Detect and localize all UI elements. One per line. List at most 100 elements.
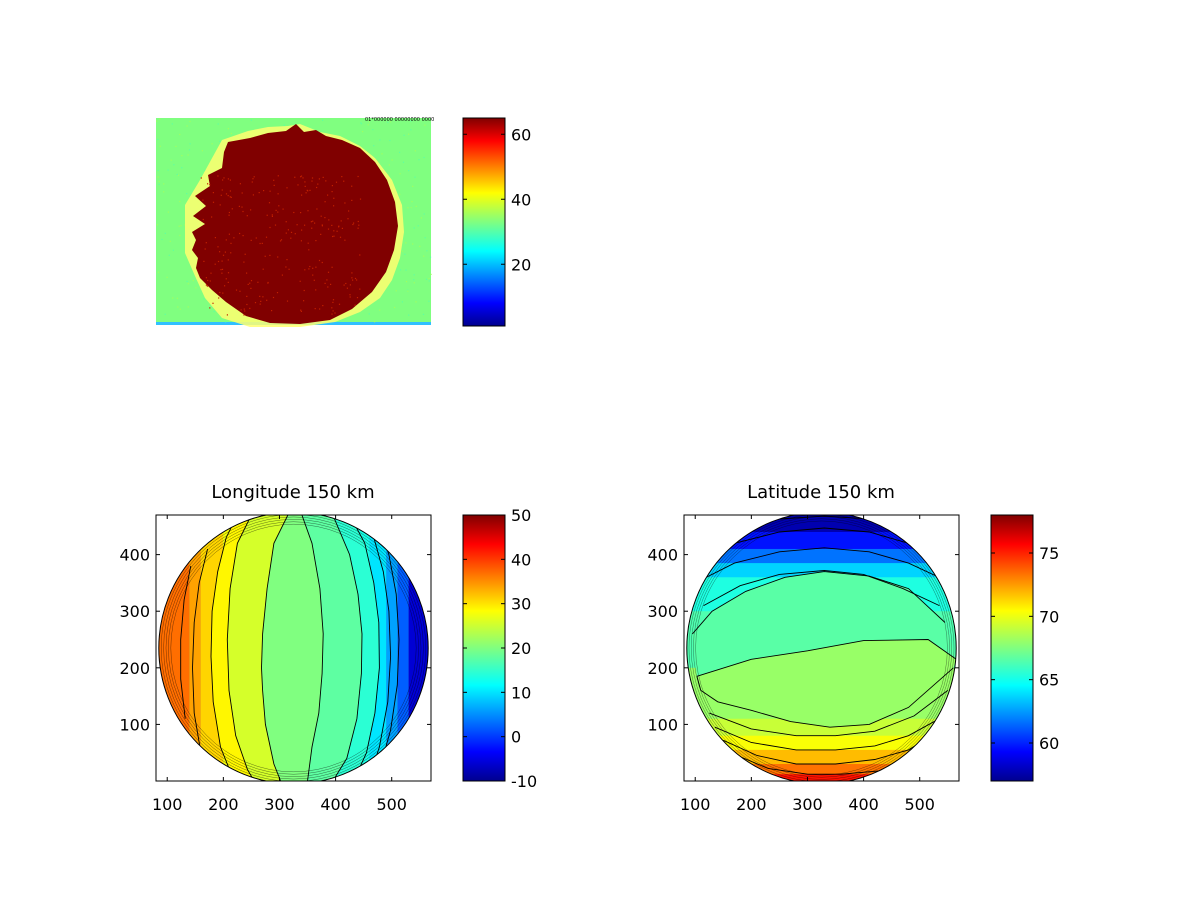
noise-dot — [163, 191, 165, 193]
y-tick-label: 100 — [647, 715, 678, 734]
noise-dot — [280, 239, 283, 241]
noise-dot — [272, 296, 275, 299]
noise-dot — [163, 183, 165, 185]
noise-dot — [264, 255, 266, 257]
colorbar-2-ticks: -10 0 10 20 30 40 50 — [463, 506, 537, 791]
latitude-title: Latitude 150 km — [747, 482, 895, 503]
noise-dot — [230, 196, 232, 198]
noise-dot — [299, 280, 301, 282]
noise-dot — [202, 218, 204, 221]
noise-dot — [351, 272, 353, 274]
noise-dot — [307, 210, 309, 212]
noise-dot — [227, 178, 229, 180]
noise-dot — [274, 224, 277, 226]
noise-dot — [327, 286, 329, 288]
noise-dot — [233, 237, 235, 239]
y-tick-label: 400 — [119, 546, 150, 565]
noise-dot — [217, 260, 220, 263]
noise-dot — [349, 296, 351, 298]
noise-dot — [279, 240, 282, 242]
longitude-axis-ticks: 100 200 300 400 500 100 200 300 400 — [119, 515, 431, 814]
noise-dot — [429, 256, 432, 258]
noise-dot — [407, 289, 409, 291]
noise-dot — [304, 224, 306, 226]
noise-dot — [401, 250, 404, 252]
noise-dot — [277, 211, 279, 213]
noise-dot — [179, 133, 181, 136]
y-tick-label: 300 — [119, 602, 150, 621]
noise-dot — [424, 124, 426, 126]
noise-dot — [425, 278, 428, 280]
noise-dot — [179, 234, 181, 237]
noise-dot — [207, 279, 209, 282]
noise-dot — [351, 199, 353, 201]
noise-dot — [170, 159, 172, 161]
noise-dot — [186, 125, 188, 127]
noise-dot — [306, 189, 308, 191]
noise-dot — [220, 269, 222, 271]
noise-dot — [271, 214, 273, 216]
noise-dot — [166, 276, 168, 278]
noise-dot — [317, 183, 319, 185]
contour-line — [696, 639, 957, 677]
y-tick-label: 200 — [119, 659, 150, 678]
noise-dot — [244, 310, 246, 312]
noise-dot — [320, 215, 322, 217]
noise-dot — [167, 169, 169, 171]
latitude-panel: Latitude 150 km 100 200 300 400 500 100 200 300… — [647, 482, 1059, 814]
noise-dot — [269, 254, 271, 256]
noise-dot — [356, 297, 359, 299]
y-tick-label: 200 — [647, 659, 678, 678]
noise-dot — [305, 192, 307, 194]
contour-line — [180, 565, 192, 719]
noise-dot — [312, 274, 314, 276]
noise-dot — [189, 120, 191, 123]
noise-dot — [395, 290, 397, 292]
image-stamp: 01*000000 00000000 0000 — [365, 117, 434, 123]
noise-dot — [209, 280, 211, 282]
noise-dot — [266, 299, 268, 301]
colorbar-3 — [990, 514, 1034, 782]
noise-dot — [223, 177, 225, 179]
noise-dot — [311, 227, 313, 229]
noise-dot — [211, 216, 213, 218]
contour-band — [332, 515, 380, 781]
noise-dot — [186, 193, 188, 195]
noise-dot — [316, 186, 318, 189]
noise-dot — [205, 284, 207, 286]
noise-dot — [359, 254, 361, 256]
noise-dot — [219, 140, 221, 142]
noise-dot — [356, 279, 358, 281]
noise-dot — [346, 287, 348, 289]
noise-dot — [300, 176, 302, 178]
noise-dot — [405, 269, 407, 271]
longitude-title: Longitude 150 km — [211, 482, 374, 503]
noise-dot — [221, 260, 223, 262]
contour-line — [261, 515, 289, 781]
noise-dot — [238, 205, 240, 207]
noise-dot — [277, 193, 279, 195]
noise-dot — [225, 278, 227, 280]
noise-dot — [333, 197, 335, 199]
contour-line — [694, 547, 946, 584]
noise-dot — [239, 232, 241, 235]
noise-dot — [381, 153, 383, 155]
noise-dot — [164, 313, 166, 315]
colorbar-1 — [462, 117, 506, 327]
noise-dot — [407, 207, 409, 209]
noise-dot — [283, 124, 285, 126]
noise-dot — [341, 227, 343, 229]
noise-dot — [307, 242, 309, 244]
noise-dot — [176, 297, 178, 299]
noise-dot — [310, 221, 312, 223]
noise-dot — [179, 200, 181, 203]
noise-dot — [214, 237, 216, 239]
noise-dot — [388, 164, 390, 166]
colorbar-tick-label: 65 — [1039, 671, 1059, 690]
disc-outline — [158, 515, 429, 781]
noise-dot — [360, 123, 363, 125]
noise-dot — [412, 243, 414, 245]
edge-contour — [168, 521, 419, 775]
contour-line — [192, 548, 209, 753]
noise-dot — [281, 274, 283, 276]
